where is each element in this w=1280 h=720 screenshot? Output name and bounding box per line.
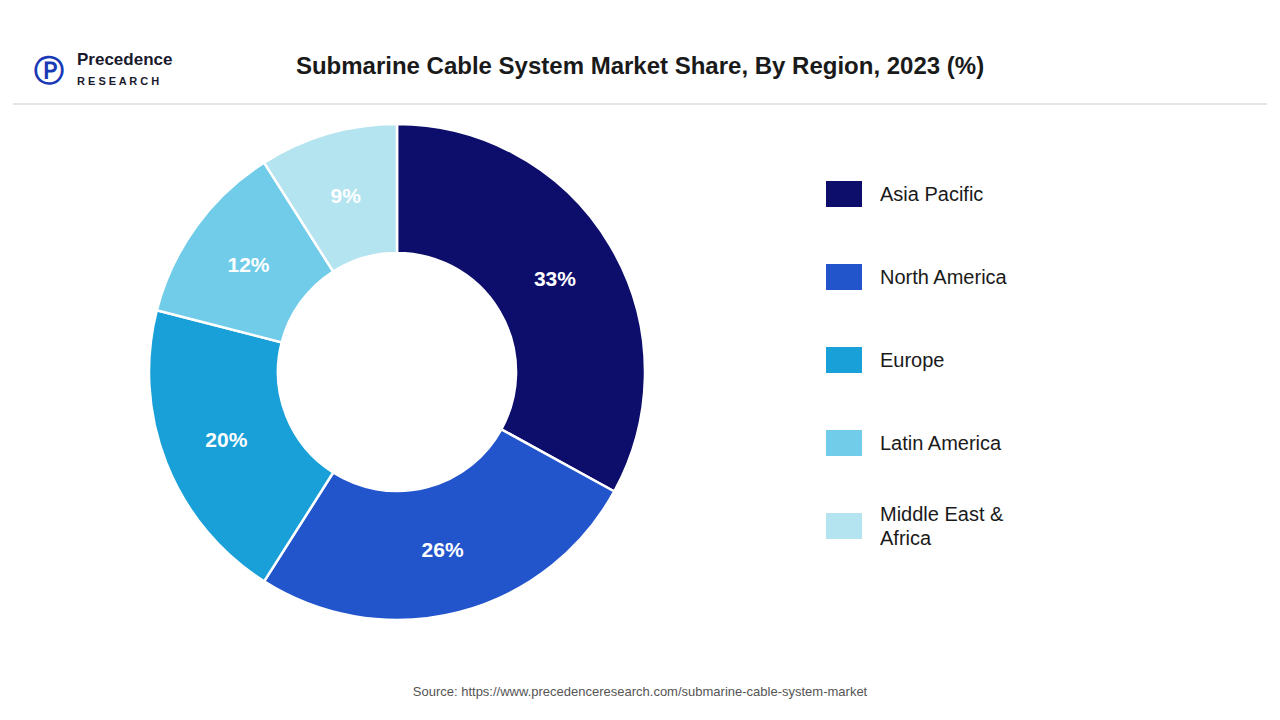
donut-slice <box>264 429 614 620</box>
logo-text: Precedence <box>77 50 172 69</box>
background <box>0 0 1280 720</box>
legend-label: Latin America <box>880 432 1002 454</box>
legend-label: Asia Pacific <box>880 183 983 205</box>
legend-label-line: Europe <box>880 349 945 371</box>
legend: Asia Pacific North America Europe Latin Ame… <box>826 181 1008 549</box>
chart-svg: Ⓟ Precedence R E S E A R C H Submarine Cabl… <box>0 0 1280 720</box>
legend-label-line: Latin America <box>880 432 1002 454</box>
legend-swatch <box>826 347 862 373</box>
source-note: Source: https://www.precedenceresearch.c… <box>413 684 868 699</box>
donut <box>149 124 645 620</box>
legend-swatch <box>826 430 862 456</box>
title-divider <box>13 103 1267 104</box>
legend-label: North America <box>880 266 1008 288</box>
chart-container: Ⓟ Precedence R E S E A R C H Submarine Cabl… <box>0 0 1280 720</box>
donut-slice <box>397 124 645 491</box>
data-label: 33% <box>534 267 576 290</box>
page: {"chart_data": { "type": "pie", "title":… <box>0 0 1280 720</box>
legend-swatch <box>826 513 862 539</box>
donut-slice <box>149 310 333 581</box>
legend-label-line: Asia Pacific <box>880 183 983 205</box>
legend-swatch <box>826 264 862 290</box>
legend-swatch <box>826 181 862 207</box>
donut-slice <box>264 124 397 271</box>
data-label: 9% <box>331 184 362 207</box>
legend-label-line: Middle East & <box>880 503 1004 525</box>
logo-icon: Ⓟ <box>34 54 64 87</box>
data-labels: 33% 26% 20% 12% 9% <box>205 184 576 561</box>
chart-title: Submarine Cable System Market Share, By … <box>296 52 984 79</box>
legend-label-line: Africa <box>880 527 932 549</box>
legend-label: Middle East &Africa <box>880 503 1004 549</box>
legend-label: Europe <box>880 349 945 371</box>
data-label: 20% <box>205 428 247 451</box>
logo-subtext: R E S E A R C H <box>77 75 159 87</box>
data-label: 12% <box>228 253 270 276</box>
data-label: 26% <box>422 538 464 561</box>
legend-label-line: North America <box>880 266 1008 288</box>
